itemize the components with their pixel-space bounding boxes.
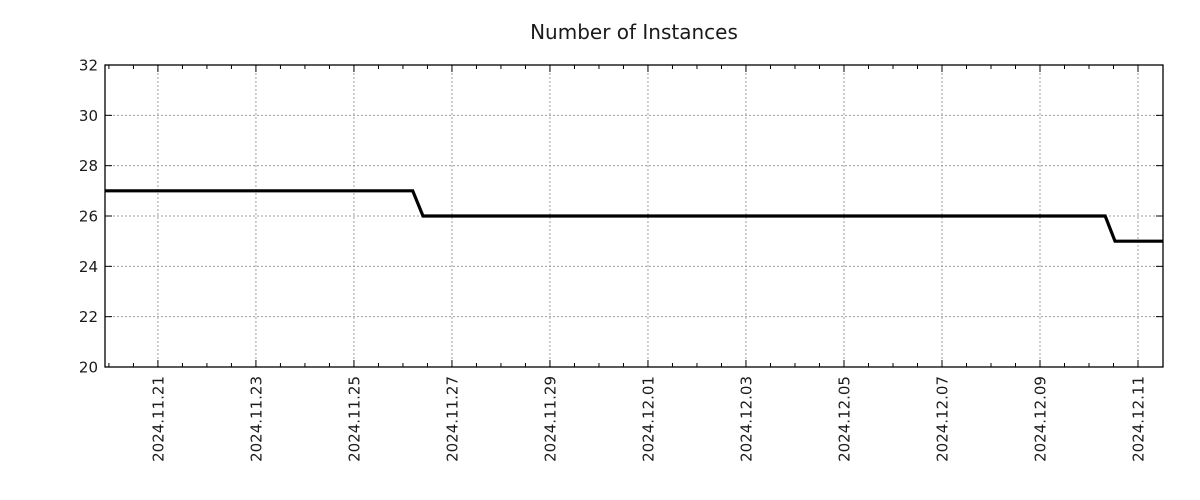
x-axis-tick-label: 2024.12.07 (933, 376, 951, 462)
series-line (105, 189, 1163, 243)
y-axis-tick-label: 30 (79, 107, 98, 125)
y-axis-tick-label: 28 (79, 157, 98, 175)
y-axis-tick-label: 26 (79, 208, 98, 226)
x-axis-tick-label: 2024.12.05 (835, 376, 853, 462)
series-layer (105, 189, 1163, 243)
tick-layer (105, 64, 1163, 368)
x-axis-tick-label: 2024.12.09 (1031, 376, 1049, 462)
x-axis-tick-label: 2024.11.25 (345, 376, 363, 462)
y-axis-tick-label: 24 (79, 258, 98, 276)
x-axis-tick-label: 2024.11.23 (247, 376, 265, 462)
x-axis-tick-label: 2024.12.03 (737, 376, 755, 462)
x-axis-tick-label: 2024.12.11 (1130, 376, 1148, 462)
x-axis-tick-label: 2024.11.29 (541, 376, 559, 462)
y-axis-tick-label: 22 (79, 308, 98, 326)
x-axis-tick-label: 2024.11.21 (149, 376, 167, 462)
x-axis-tick-label: 2024.11.27 (443, 376, 461, 462)
chart-title: Number of Instances (530, 20, 738, 44)
x-axis-tick-label: 2024.12.01 (639, 376, 657, 462)
label-layer: 20 22 24 26 28 30 32 2024.11.21 2024.11.23 2024.1… (79, 57, 1148, 462)
y-axis-tick-label: 20 (79, 359, 98, 377)
plot-border (104, 64, 1164, 368)
y-axis-tick-label: 32 (79, 57, 98, 75)
